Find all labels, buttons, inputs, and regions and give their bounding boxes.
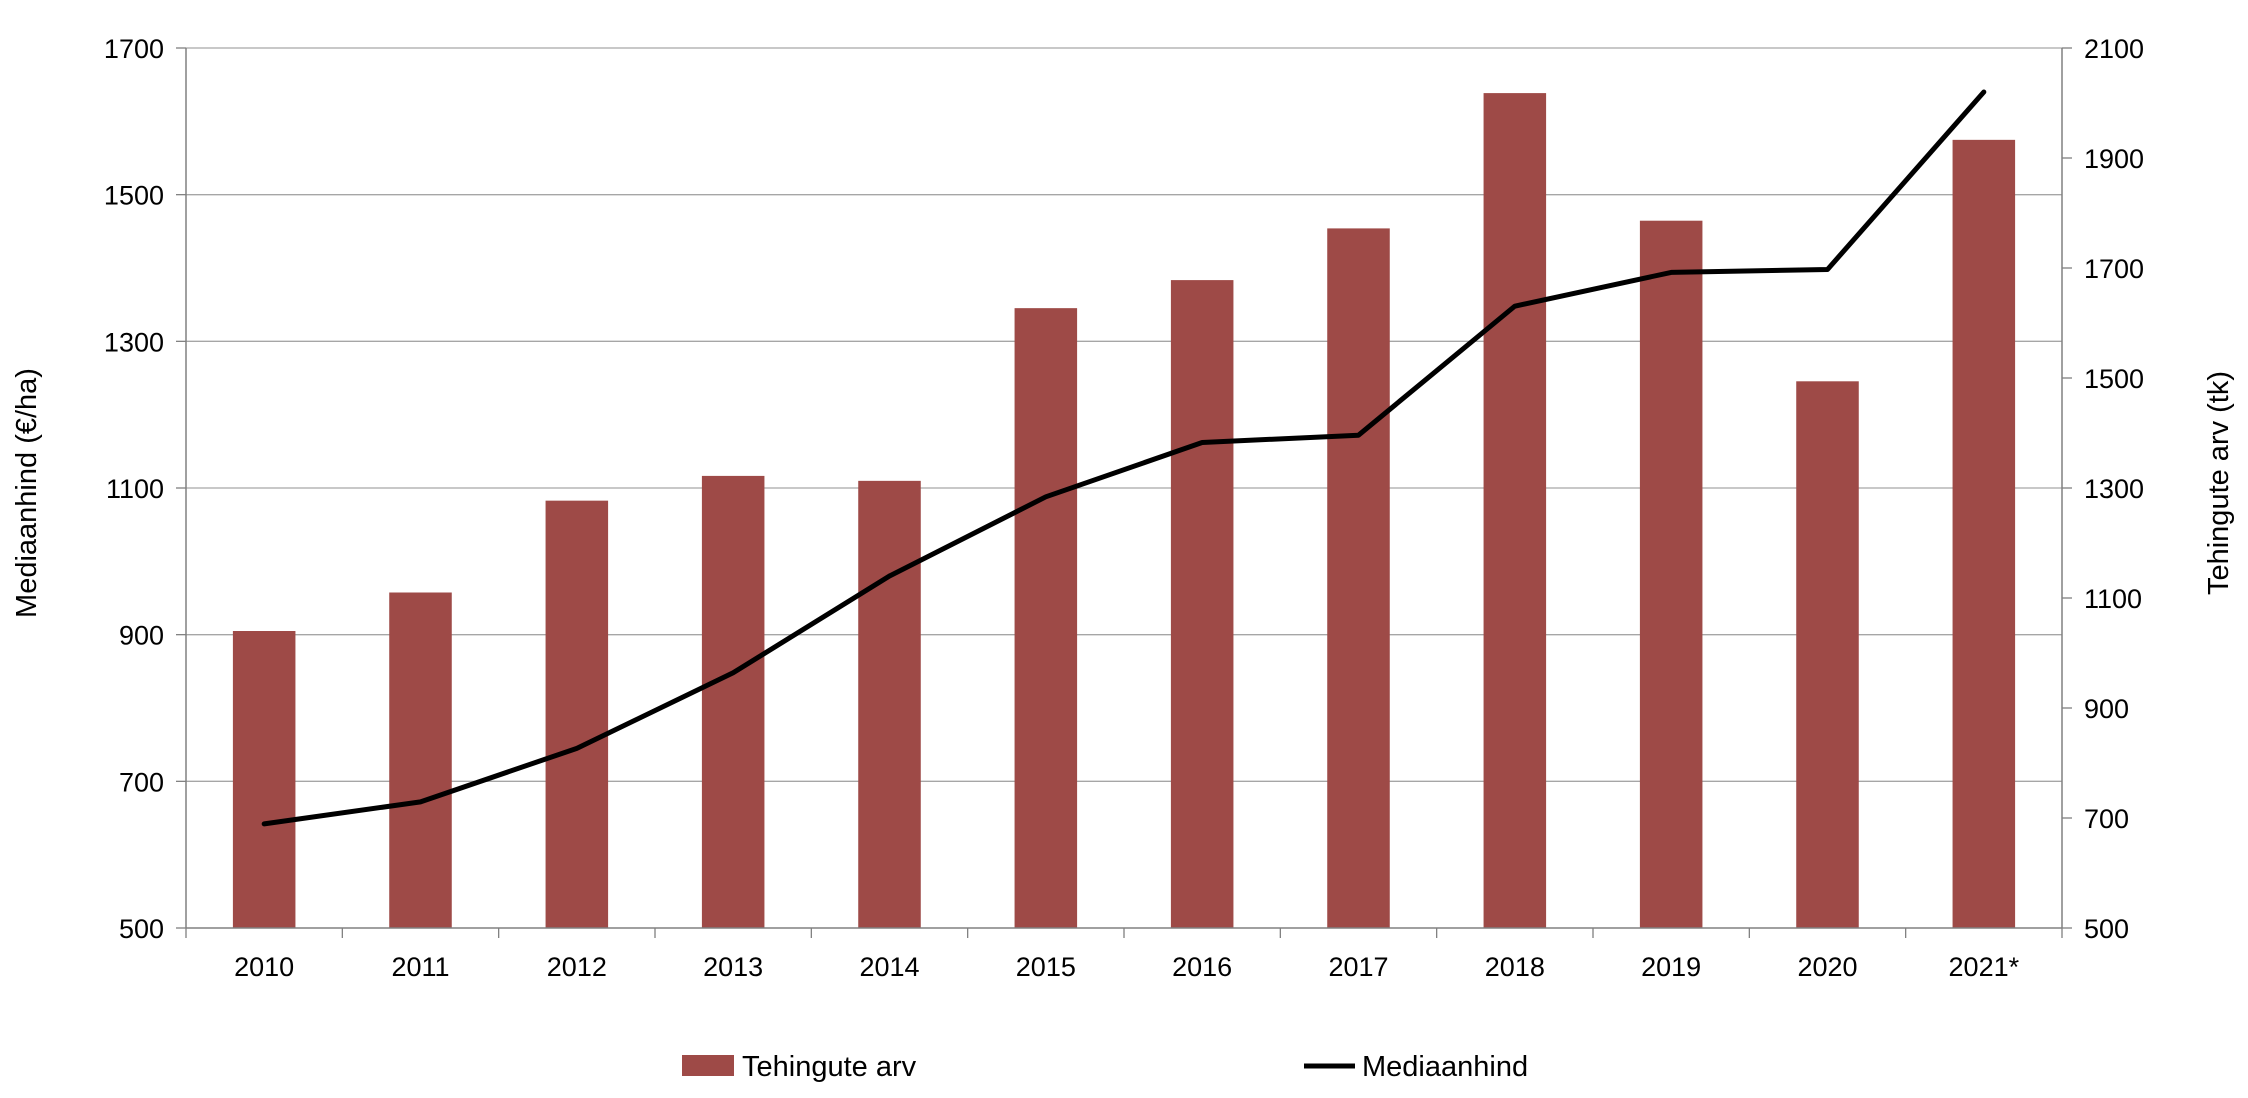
- bar: [1483, 93, 1547, 929]
- line-series: [261, 89, 1987, 827]
- y-tick-label: 700: [119, 767, 164, 797]
- y2-tick-label: 1500: [2084, 364, 2144, 394]
- y2-tick-label: 1100: [2084, 584, 2142, 614]
- line-mediaanhind: [261, 89, 1987, 827]
- line-point: [1045, 496, 1047, 498]
- x-tick-label: 2020: [1797, 952, 1857, 982]
- bar: [232, 631, 296, 928]
- x-tick-label: 2014: [859, 952, 919, 982]
- line-point: [1670, 271, 1672, 273]
- legend-line-label: Mediaanhind: [1362, 1051, 1528, 1083]
- bar: [389, 592, 452, 928]
- legend-bar-label: Tehingute arv: [742, 1051, 917, 1083]
- x-tick-label: 2017: [1328, 952, 1388, 982]
- bar: [858, 480, 921, 928]
- y2-tick-label: 1300: [2084, 474, 2144, 504]
- x-tick-label: 2011: [391, 952, 449, 982]
- x-tick-label: 2013: [703, 952, 763, 982]
- y2-tick-label: 2100: [2084, 34, 2144, 64]
- line-point: [1358, 434, 1359, 436]
- y-tick-label: 1700: [104, 34, 164, 64]
- y-tick-label: 1500: [104, 181, 164, 211]
- line-point: [1827, 268, 1828, 270]
- y2-tick-label: 500: [2084, 914, 2129, 944]
- y-tick-label: 900: [119, 621, 164, 651]
- line-point: [263, 823, 265, 825]
- line-point: [889, 575, 890, 577]
- y2-tick-label: 700: [2084, 804, 2129, 834]
- x-tick-label: 2018: [1485, 952, 1545, 982]
- y2-axis-title: Tehingute arv (tk): [2203, 371, 2235, 595]
- gridlines: [186, 47, 2062, 782]
- bar: [1014, 308, 1078, 928]
- bar: [1327, 228, 1390, 928]
- y2-tick-label: 900: [2084, 694, 2129, 724]
- bar: [545, 500, 609, 928]
- bar: [1639, 220, 1703, 928]
- y-tick-label: 500: [119, 914, 164, 944]
- bar: [1952, 139, 2016, 929]
- x-tick-label: 2012: [547, 952, 607, 982]
- left-axis-ticks: 500 700 900 1100 1300 1500 1700: [104, 34, 186, 944]
- line-point: [1201, 442, 1203, 444]
- x-tick-label: 2019: [1641, 952, 1701, 982]
- right-axis-ticks: 500 700 900 1100 1300 1500 1700 1900 2100: [2062, 34, 2144, 944]
- line-point: [576, 747, 578, 749]
- line-point: [732, 672, 734, 674]
- line-point: [420, 801, 421, 803]
- y-axis-title: Mediaanhind (€/ha): [11, 368, 43, 618]
- legend-bar-swatch: [682, 1055, 734, 1076]
- bar-series: [232, 93, 2016, 929]
- bar: [701, 475, 765, 928]
- bar: [1796, 381, 1859, 928]
- y-tick-label: 1300: [104, 327, 164, 357]
- x-tick-label: 2016: [1172, 952, 1232, 982]
- line-point: [1514, 305, 1516, 307]
- bar: [1170, 280, 1234, 929]
- line-point: [1983, 91, 1985, 93]
- x-tick-label: 2021*: [1949, 952, 2020, 982]
- x-tick-label: 2010: [234, 952, 294, 982]
- y-tick-label: 1100: [106, 474, 164, 504]
- x-tick-label: 2015: [1016, 952, 1076, 982]
- y2-tick-label: 1700: [2084, 254, 2144, 284]
- y2-tick-label: 1900: [2084, 144, 2144, 174]
- legend: Tehingute arv Mediaanhind: [682, 1051, 1528, 1083]
- x-axis-ticks: 2010 2011 2012 2013 2014 2015 2016 2017 2018 2019…: [185, 928, 2063, 982]
